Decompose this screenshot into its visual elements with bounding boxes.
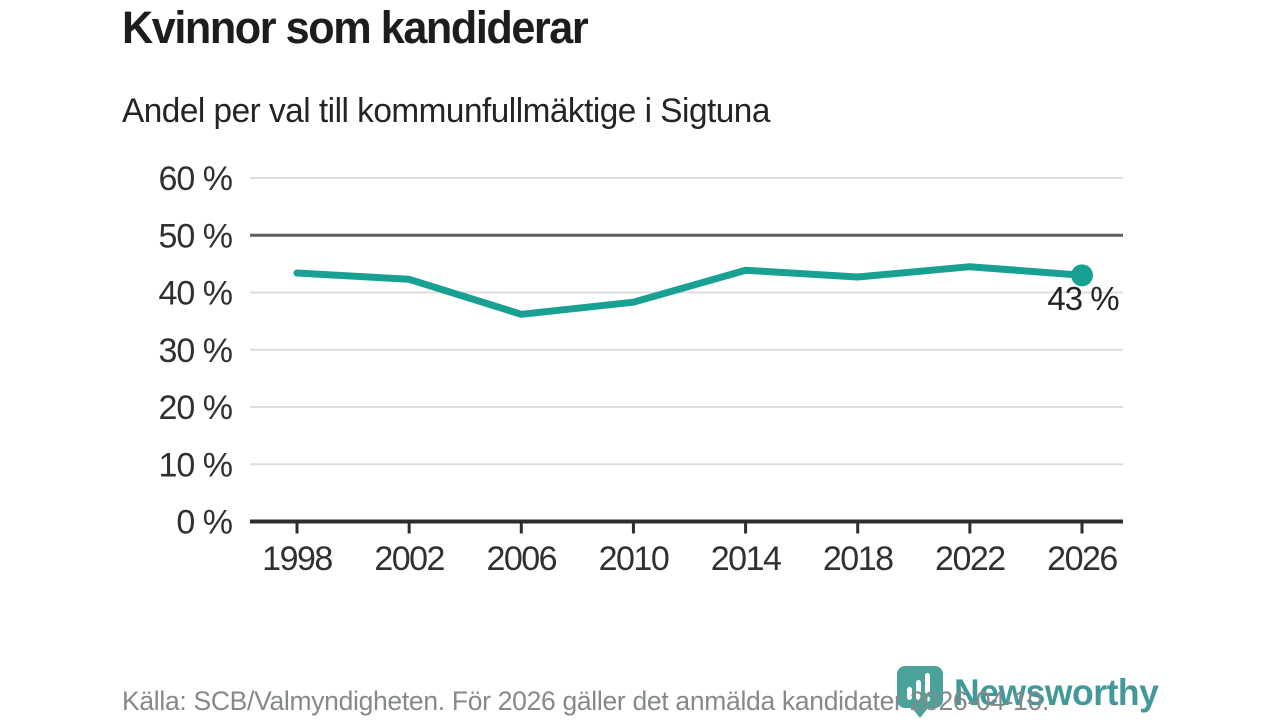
y-axis-tick-label: 30 % — [159, 332, 233, 370]
y-axis-tick-label: 20 % — [159, 389, 233, 427]
x-axis-tick-label: 2018 — [823, 540, 893, 578]
x-axis-tick-label: 2006 — [486, 540, 556, 578]
x-axis-tick-label: 2022 — [935, 540, 1005, 578]
x-axis-tick-label: 2026 — [1047, 540, 1117, 578]
page-title: Kvinnor som kandiderar — [122, 2, 589, 53]
newsworthy-bubble-icon — [897, 666, 943, 718]
x-axis-tick-label: 2010 — [599, 540, 669, 578]
newsworthy-wordmark: Newsworthy — [954, 672, 1159, 713]
data-line — [293, 263, 1086, 318]
y-axis-tick-label: 50 % — [159, 217, 233, 255]
end-point-marker — [1071, 264, 1093, 287]
y-axis-tick-label: 0 % — [176, 504, 232, 542]
newsworthy-logo: Newsworthy — [897, 666, 1167, 718]
y-axis-tick-label: 60 % — [159, 160, 233, 198]
x-axis-tick-label: 2014 — [711, 540, 781, 578]
chart-subtitle: Andel per val till kommunfullmäktige i S… — [122, 92, 770, 130]
x-axis-tick-label: 2002 — [374, 540, 444, 578]
end-value-label: 43 % — [1047, 280, 1119, 317]
y-axis-tick-label: 10 % — [159, 446, 233, 484]
y-axis-tick-label: 40 % — [159, 275, 233, 313]
x-axis-tick-label: 1998 — [262, 540, 332, 578]
source-note: Källa: SCB/Valmyndigheten. För 2026 gäll… — [122, 686, 1050, 716]
